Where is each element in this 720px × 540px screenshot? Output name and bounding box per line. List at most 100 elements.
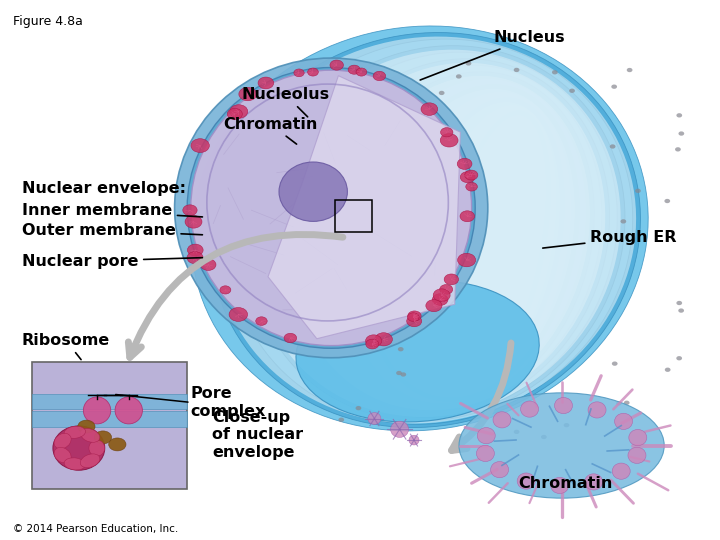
Circle shape xyxy=(373,71,386,80)
Circle shape xyxy=(421,103,438,116)
Circle shape xyxy=(552,70,558,75)
Text: Figure 4.8a: Figure 4.8a xyxy=(13,15,83,28)
Ellipse shape xyxy=(459,393,665,498)
Circle shape xyxy=(514,430,520,434)
Circle shape xyxy=(307,68,318,76)
Ellipse shape xyxy=(406,102,560,390)
Circle shape xyxy=(258,77,274,89)
Text: Ribosome: Ribosome xyxy=(22,333,110,360)
Circle shape xyxy=(345,104,351,109)
Circle shape xyxy=(611,85,617,89)
Ellipse shape xyxy=(585,474,603,490)
Bar xyxy=(335,200,372,232)
Ellipse shape xyxy=(307,65,602,411)
Circle shape xyxy=(433,289,450,301)
Circle shape xyxy=(621,219,626,224)
Ellipse shape xyxy=(269,52,617,417)
Text: Close-up
of nuclear
envelope: Close-up of nuclear envelope xyxy=(212,410,304,460)
Text: Nucleus: Nucleus xyxy=(420,30,564,80)
Bar xyxy=(32,362,187,489)
Circle shape xyxy=(466,183,477,191)
Circle shape xyxy=(635,188,641,193)
Polygon shape xyxy=(268,76,460,339)
Text: Inner membrane: Inner membrane xyxy=(22,203,202,218)
Circle shape xyxy=(228,109,243,120)
Ellipse shape xyxy=(191,70,472,346)
Circle shape xyxy=(665,368,670,372)
Ellipse shape xyxy=(364,85,579,401)
Ellipse shape xyxy=(493,411,511,428)
Ellipse shape xyxy=(383,91,572,398)
Circle shape xyxy=(239,87,256,101)
Circle shape xyxy=(372,306,378,310)
Text: Pore
complex: Pore complex xyxy=(191,386,266,418)
Circle shape xyxy=(78,420,95,433)
Circle shape xyxy=(187,244,203,256)
Ellipse shape xyxy=(89,440,105,456)
Circle shape xyxy=(441,127,453,137)
Ellipse shape xyxy=(296,280,539,422)
Ellipse shape xyxy=(326,72,594,408)
Circle shape xyxy=(398,347,404,352)
Circle shape xyxy=(109,438,126,451)
Ellipse shape xyxy=(477,446,495,462)
Circle shape xyxy=(201,259,216,271)
Circle shape xyxy=(396,371,402,375)
Ellipse shape xyxy=(249,46,625,421)
Ellipse shape xyxy=(477,428,495,444)
Ellipse shape xyxy=(554,397,572,414)
Circle shape xyxy=(444,274,459,285)
Ellipse shape xyxy=(443,115,546,384)
Circle shape xyxy=(513,68,519,72)
Ellipse shape xyxy=(490,462,508,478)
Ellipse shape xyxy=(81,429,100,442)
Circle shape xyxy=(457,158,472,170)
Circle shape xyxy=(400,372,406,376)
Text: Chromatin: Chromatin xyxy=(223,117,318,144)
Ellipse shape xyxy=(517,473,535,489)
Circle shape xyxy=(466,61,472,65)
Circle shape xyxy=(220,286,231,294)
Ellipse shape xyxy=(439,111,550,388)
Ellipse shape xyxy=(84,397,111,424)
Circle shape xyxy=(347,281,353,286)
Circle shape xyxy=(356,406,361,410)
Ellipse shape xyxy=(192,26,648,431)
Circle shape xyxy=(464,170,478,180)
Circle shape xyxy=(460,172,475,183)
Ellipse shape xyxy=(615,413,633,429)
Ellipse shape xyxy=(330,76,590,404)
Ellipse shape xyxy=(53,426,105,470)
Circle shape xyxy=(624,401,629,405)
Ellipse shape xyxy=(187,68,475,348)
Ellipse shape xyxy=(64,458,86,470)
Ellipse shape xyxy=(551,477,569,494)
Ellipse shape xyxy=(81,454,100,468)
Circle shape xyxy=(675,147,681,152)
Text: Outer membrane: Outer membrane xyxy=(22,222,202,238)
Ellipse shape xyxy=(369,89,575,397)
Circle shape xyxy=(460,211,474,222)
Circle shape xyxy=(440,285,453,294)
Circle shape xyxy=(366,335,382,347)
Ellipse shape xyxy=(115,397,143,424)
Bar xyxy=(32,394,187,409)
Circle shape xyxy=(541,435,546,439)
Circle shape xyxy=(676,356,682,360)
Circle shape xyxy=(616,401,621,406)
Ellipse shape xyxy=(230,39,633,424)
Text: Nuclear pore: Nuclear pore xyxy=(22,254,202,269)
Circle shape xyxy=(678,131,684,136)
Text: Rough ER: Rough ER xyxy=(543,230,677,248)
Circle shape xyxy=(356,68,366,76)
Circle shape xyxy=(678,308,684,313)
Ellipse shape xyxy=(174,58,488,357)
Ellipse shape xyxy=(345,78,587,404)
Ellipse shape xyxy=(588,402,606,418)
Ellipse shape xyxy=(253,50,621,417)
Circle shape xyxy=(676,301,682,305)
Circle shape xyxy=(229,307,248,321)
Ellipse shape xyxy=(420,104,557,392)
Circle shape xyxy=(94,431,112,444)
Circle shape xyxy=(612,361,618,366)
